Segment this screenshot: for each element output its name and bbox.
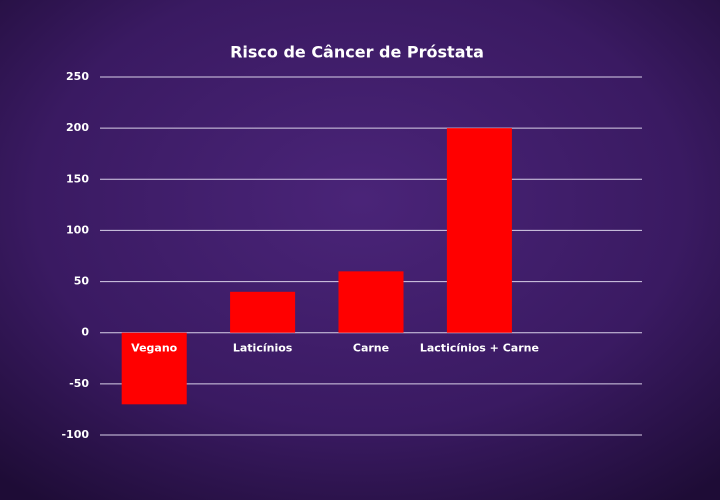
y-tick-label: 0 — [81, 326, 89, 339]
bar — [121, 332, 187, 405]
bar — [446, 128, 512, 333]
y-tick-label: 200 — [66, 121, 89, 134]
x-tick-label: Vegano — [131, 342, 178, 355]
bar — [230, 291, 296, 333]
bar — [338, 271, 404, 333]
y-tick-label: -50 — [69, 377, 89, 390]
y-tick-label: -100 — [61, 428, 89, 441]
y-tick-label: 250 — [66, 70, 89, 83]
chart-title: Risco de Câncer de Próstata — [230, 43, 484, 62]
y-tick-label: 50 — [74, 275, 90, 288]
y-tick-label: 150 — [66, 172, 89, 185]
x-tick-label: Carne — [353, 342, 389, 355]
x-tick-label: Laticínios — [233, 342, 293, 355]
y-tick-label: 100 — [66, 223, 89, 236]
x-tick-label: Lacticínios + Carne — [420, 342, 539, 355]
